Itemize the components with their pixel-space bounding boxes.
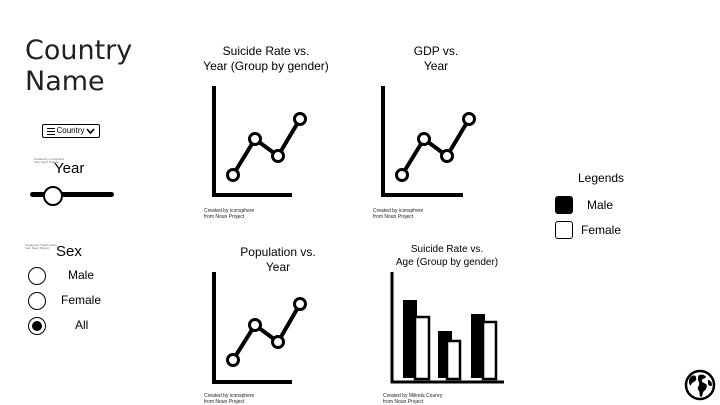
globe-icon[interactable] xyxy=(684,369,716,401)
radio-male-label: Male xyxy=(68,268,95,282)
chart-gdp-year-title: GDP vs. Year xyxy=(386,44,486,74)
year-label: Year xyxy=(54,160,85,177)
chart-suicide-year-title-line2: Year (Group by gender) xyxy=(203,59,329,73)
radio-female-label: Female xyxy=(61,293,102,307)
legend-label-female: Female xyxy=(581,223,622,237)
chart-population-year-title-line2: Year xyxy=(265,260,291,274)
country-dropdown-label: Country xyxy=(56,126,85,135)
chart-population-year-credit-line1: Created by iconsphere xyxy=(204,393,255,399)
line-chart-icon[interactable] xyxy=(208,84,308,199)
radio-all-label: All xyxy=(75,318,89,332)
chart-suicide-year-title: Suicide Rate vs. Year (Group by gender) xyxy=(186,44,346,74)
legend-label-male: Male xyxy=(587,198,614,212)
country-dropdown[interactable]: Country xyxy=(42,124,100,138)
line-chart-icon[interactable] xyxy=(377,84,477,199)
radio-male[interactable] xyxy=(28,267,46,285)
chart-population-year-credit-line2: from Noun Project xyxy=(204,399,245,405)
sex-label: Sex xyxy=(56,243,82,260)
legend-swatch-female xyxy=(555,221,573,239)
line-chart-icon[interactable] xyxy=(208,270,308,386)
chart-suicide-year-credit-line2: from Noun Project xyxy=(204,214,245,220)
chevron-down-icon xyxy=(85,128,95,134)
chart-gdp-year-credit-line2: from Noun Project xyxy=(373,214,414,220)
chart-gdp-year-credit-line1: Created by iconsphere xyxy=(373,208,424,214)
year-attribution: Created by iconsphere from Noun Project xyxy=(34,157,65,164)
legend-swatch-male xyxy=(555,196,573,214)
chart-population-year-title-line1: Population vs. xyxy=(240,245,316,259)
radio-female[interactable] xyxy=(28,292,46,310)
chart-suicide-year-credit: Created by iconsphere from Noun Project xyxy=(204,208,254,220)
chart-suicide-age-credit-line2: from Noun Project xyxy=(383,399,424,405)
chart-population-year-credit: Created by iconsphere from Noun Project xyxy=(204,393,254,405)
page-title-line1: Country xyxy=(25,35,133,66)
chart-suicide-age-title-line2: Age (Group by gender) xyxy=(395,257,499,268)
page-title-line2: Name xyxy=(25,66,105,97)
menu-icon xyxy=(47,127,56,135)
chart-suicide-year-title-line1: Suicide Rate vs. xyxy=(222,44,310,58)
chart-suicide-age-title-line1: Suicide Rate vs. xyxy=(410,244,484,255)
chart-suicide-age-title: Suicide Rate vs. Age (Group by gender) xyxy=(381,243,513,269)
chart-population-year-title: Population vs. Year xyxy=(218,245,338,275)
year-slider-thumb[interactable] xyxy=(42,186,63,206)
sex-attribution: Created by Travis Avery from Noun Projec… xyxy=(25,243,57,250)
chart-suicide-age-credit: Created by Milinda Courey from Noun Proj… xyxy=(383,393,442,405)
chart-gdp-year-title-line2: Year xyxy=(423,59,449,73)
chart-suicide-age-credit-line1: Created by Milinda Courey xyxy=(383,393,443,399)
radio-all[interactable] xyxy=(28,317,46,335)
page-title: Country Name xyxy=(25,35,132,97)
chart-gdp-year-credit: Created by iconsphere from Noun Project xyxy=(373,208,423,220)
chart-suicide-year-credit-line1: Created by iconsphere xyxy=(204,208,255,214)
chart-gdp-year-title-line1: GDP vs. xyxy=(413,44,459,58)
year-slider-track[interactable] xyxy=(30,192,114,197)
legend-title: Legends xyxy=(578,171,625,185)
bar-chart-icon[interactable] xyxy=(388,270,508,386)
